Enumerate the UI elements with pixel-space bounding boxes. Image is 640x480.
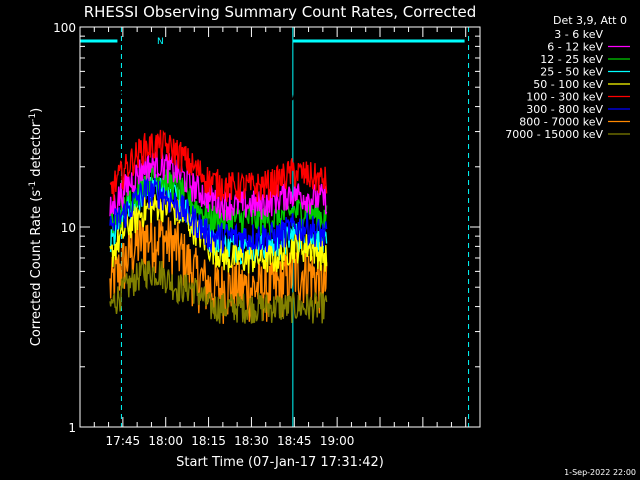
series-line-5 xyxy=(109,129,328,203)
y-tick-label-100: 100 xyxy=(53,21,76,35)
x-tick-labels: 17:45 18:00 18:15 18:30 18:45 19:00 xyxy=(106,434,355,448)
legend-label-3: 25 - 50 keV xyxy=(540,66,603,79)
x-tick-label: 18:15 xyxy=(191,434,226,448)
x-tick-label: 18:30 xyxy=(234,434,269,448)
footer-date: 1-Sep-2022 22:00 xyxy=(564,468,636,477)
legend-label-1: 6 - 12 keV xyxy=(547,41,603,54)
y-axis-label-part1: Corrected Count Rate (s xyxy=(29,190,44,347)
x-tick-label: 17:45 xyxy=(106,434,141,448)
legend-label-4: 50 - 100 keV xyxy=(533,78,603,91)
legend-label-8: 7000 - 15000 keV xyxy=(505,128,603,141)
x-tick-label: 18:45 xyxy=(277,434,312,448)
series-layer xyxy=(109,81,328,324)
x-tick-label: 18:00 xyxy=(148,434,183,448)
legend-label-0: 3 - 6 keV xyxy=(554,28,603,41)
series-line-6 xyxy=(109,177,328,254)
legend-label-5: 100 - 300 keV xyxy=(526,91,603,104)
y-axis-label-part2: detector xyxy=(29,121,44,181)
legend-label-2: 12 - 25 keV xyxy=(540,53,603,66)
y-axis-label-sup2: -1 xyxy=(28,113,38,122)
y-axis-ticks xyxy=(80,26,480,428)
y-axis-label-sup1: -1 xyxy=(28,181,38,190)
series-line-0 xyxy=(109,81,328,111)
legend-label-7: 800 - 7000 keV xyxy=(519,116,603,129)
y-tick-label-10: 10 xyxy=(61,221,76,235)
night-annotation: N xyxy=(157,37,164,47)
chart-title: RHESSI Observing Summary Count Rates, Co… xyxy=(84,3,477,21)
y-tick-label-1: 1 xyxy=(68,421,76,435)
legend-label-6: 300 - 800 keV xyxy=(526,103,603,116)
y-axis-label-part3: ) xyxy=(29,108,44,113)
x-axis-label: Start Time (07-Jan-17 17:31:42) xyxy=(176,455,384,470)
series-line-4 xyxy=(109,193,328,274)
y-axis-label: Corrected Count Rate (s-1 detector-1) xyxy=(28,108,44,346)
x-tick-label: 19:00 xyxy=(320,434,355,448)
series-line-8 xyxy=(109,258,328,324)
legend-header: Det 3,9, Att 0 xyxy=(553,14,627,27)
x-axis-ticks xyxy=(79,27,481,427)
